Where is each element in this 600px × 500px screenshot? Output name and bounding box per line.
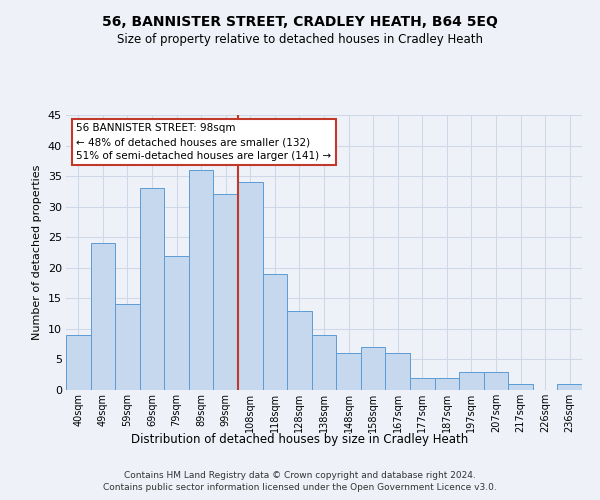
Bar [287, 310, 312, 390]
Bar [312, 335, 336, 390]
Text: 56 BANNISTER STREET: 98sqm
← 48% of detached houses are smaller (132)
51% of sem: 56 BANNISTER STREET: 98sqm ← 48% of deta… [76, 123, 331, 161]
Text: 56, BANNISTER STREET, CRADLEY HEATH, B64 5EQ: 56, BANNISTER STREET, CRADLEY HEATH, B64… [102, 15, 498, 29]
Bar [361, 347, 385, 390]
Text: Size of property relative to detached houses in Cradley Heath: Size of property relative to detached ho… [117, 32, 483, 46]
Bar [140, 188, 164, 390]
Bar [214, 194, 238, 390]
Y-axis label: Number of detached properties: Number of detached properties [32, 165, 42, 340]
Bar [410, 378, 434, 390]
Bar [238, 182, 263, 390]
Text: Contains public sector information licensed under the Open Government Licence v3: Contains public sector information licen… [103, 484, 497, 492]
Bar [434, 378, 459, 390]
Text: Distribution of detached houses by size in Cradley Heath: Distribution of detached houses by size … [131, 432, 469, 446]
Bar [484, 372, 508, 390]
Bar [115, 304, 140, 390]
Bar [164, 256, 189, 390]
Bar [459, 372, 484, 390]
Bar [557, 384, 582, 390]
Bar [66, 335, 91, 390]
Bar [263, 274, 287, 390]
Text: Contains HM Land Registry data © Crown copyright and database right 2024.: Contains HM Land Registry data © Crown c… [124, 471, 476, 480]
Bar [91, 244, 115, 390]
Bar [336, 354, 361, 390]
Bar [508, 384, 533, 390]
Bar [385, 354, 410, 390]
Bar [189, 170, 214, 390]
